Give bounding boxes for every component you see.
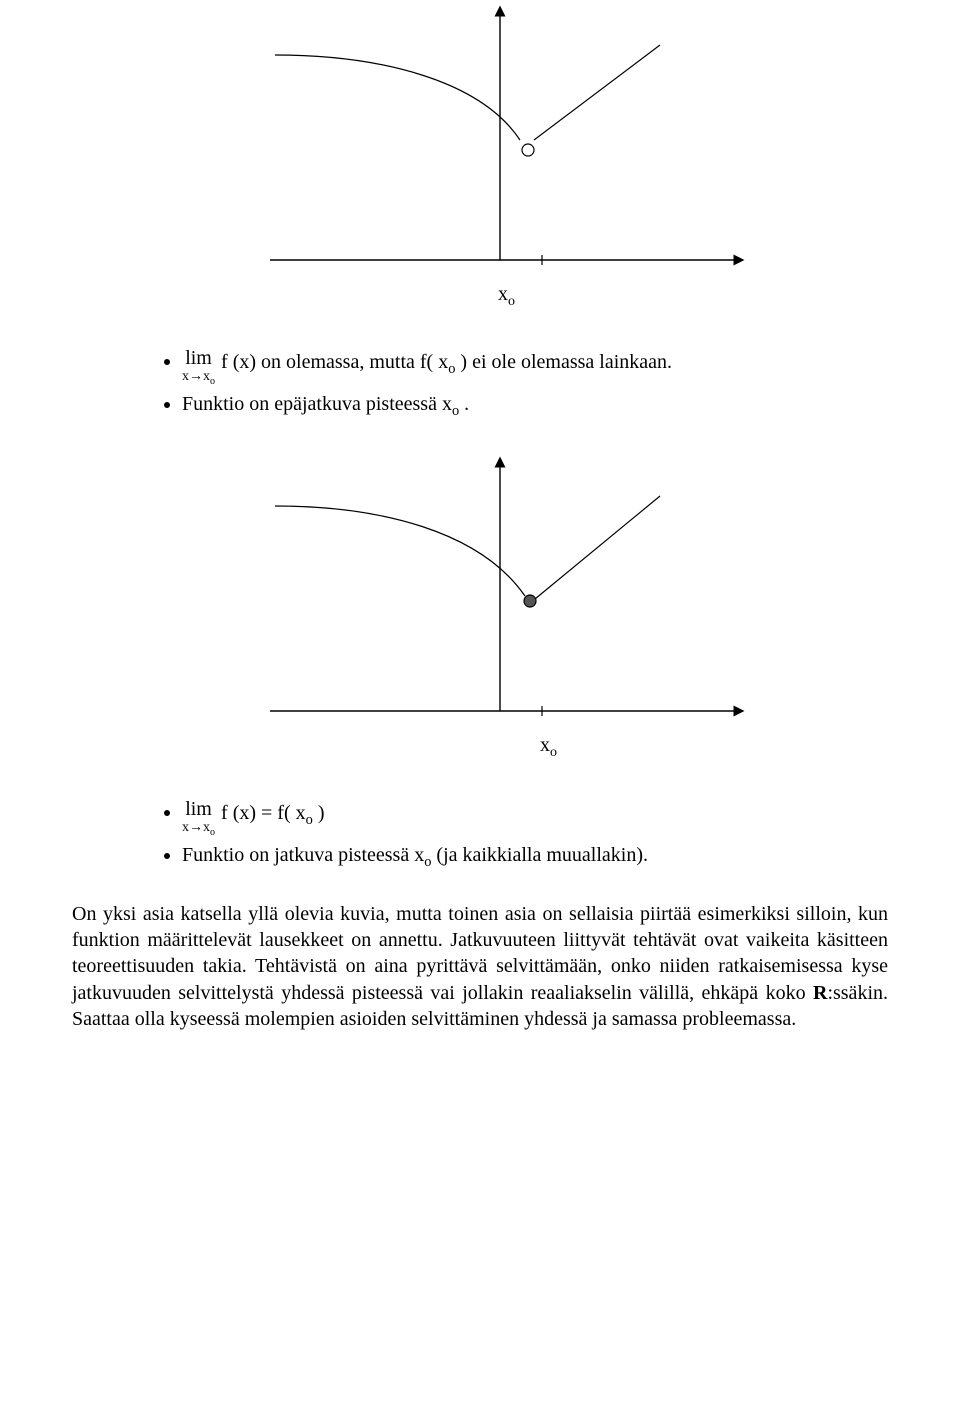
lim-sub: x→xo — [182, 370, 215, 387]
para-bold-R: R — [813, 982, 827, 1004]
fig2-curve-left — [275, 506, 525, 596]
bullet1-item1: lim x→xo f (x) on olemassa, mutta f( xo … — [182, 348, 888, 387]
bullet1-item2: Funktio on epäjatkuva pisteessä xo . — [182, 391, 888, 421]
fig1-tick-label: xo — [498, 283, 515, 309]
figure-1-wrap: xo — [72, 0, 888, 330]
fig2-tick-label: xo — [540, 734, 557, 760]
body-paragraph: On yksi asia katsella yllä olevia kuvia,… — [72, 901, 888, 1033]
bullet2-item2: Funktio on jatkuva pisteessä xo (ja kaik… — [182, 842, 888, 872]
para-a: On yksi asia katsella yllä olevia kuvia,… — [72, 903, 888, 1004]
lim-word-2: lim — [185, 799, 212, 819]
bullet1-item1-text: f (x) on olemassa, mutta f( xo ) ei ole … — [221, 348, 672, 379]
bullet-list-2: lim x→xo f (x) = f( xo ) Funktio on jatk… — [72, 799, 888, 872]
fig1-label-o: o — [508, 294, 515, 309]
fig1-label-x: x — [498, 283, 508, 305]
lim-word: lim — [185, 348, 212, 368]
fig1-curve-right — [534, 45, 660, 140]
lim-sub-2: x→xo — [182, 821, 215, 838]
fig2-curve-right — [535, 496, 660, 599]
figure-2-wrap: xo — [72, 451, 888, 781]
fig1-curve-left — [275, 55, 520, 140]
bullet-list-1: lim x→xo f (x) on olemassa, mutta f( xo … — [72, 348, 888, 421]
lim-block-2: lim x→xo — [182, 799, 215, 838]
figure-1: xo — [200, 0, 760, 330]
fig2-closed-dot — [524, 595, 536, 607]
figure-2: xo — [200, 451, 760, 781]
bullet2-item1-text: f (x) = f( xo ) — [221, 799, 324, 830]
lim-block-1: lim x→xo — [182, 348, 215, 387]
fig2-label-x: x — [540, 734, 550, 756]
bullet2-item1: lim x→xo f (x) = f( xo ) — [182, 799, 888, 838]
page: xo lim x→xo f (x) on olemassa, mutta f( … — [0, 0, 960, 1093]
fig2-label-o: o — [550, 745, 557, 760]
fig1-open-dot — [522, 144, 534, 156]
